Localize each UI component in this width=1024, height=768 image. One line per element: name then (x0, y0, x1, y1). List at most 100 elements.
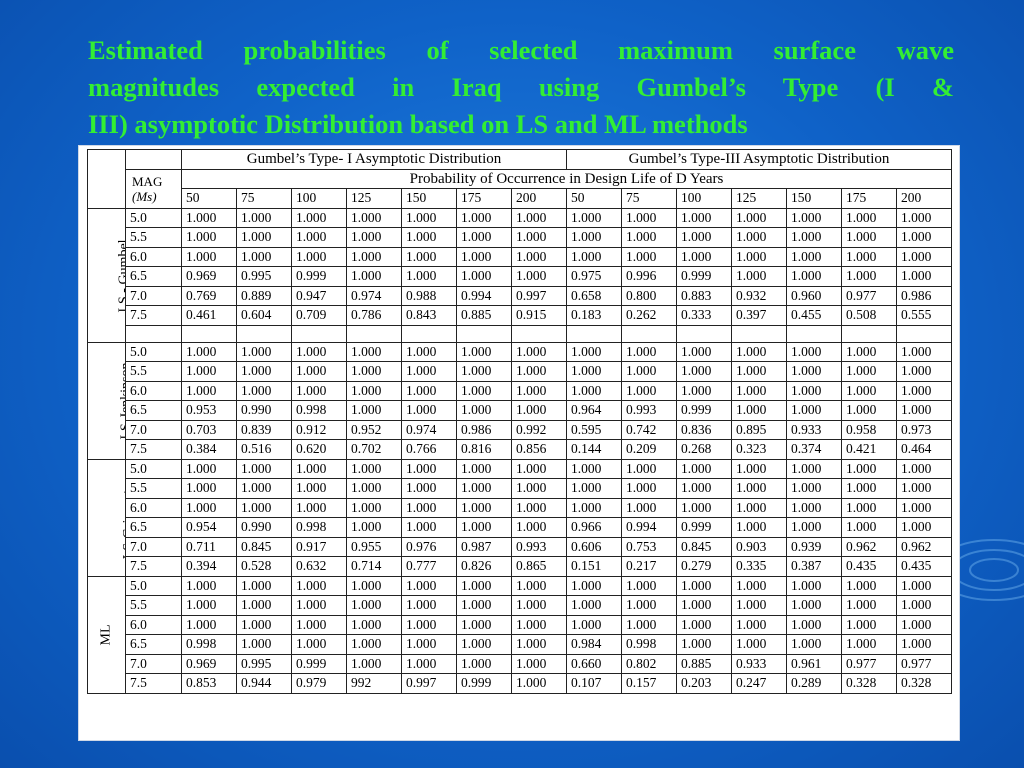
table-row: 6.0 1.000 1.000 1.000 1.000 1.000 1.000 1.000 1.… (88, 380, 953, 401)
probability-cell: 1.000 (676, 341, 732, 362)
probability-cell: 1.000 (841, 341, 897, 362)
probability-cell: 0.714 (346, 556, 402, 577)
probability-cell: 0.975 (566, 266, 622, 287)
probability-cell: 1.000 (181, 575, 237, 596)
probability-cell: 1.000 (621, 227, 677, 248)
probability-cell: 0.974 (401, 419, 457, 440)
probability-cell: 1.000 (401, 207, 457, 228)
probability-cell: 1.000 (731, 517, 787, 538)
probability-cell: 0.990 (236, 517, 292, 538)
probability-cell: 1.000 (731, 361, 787, 382)
probability-cell: 1.000 (566, 361, 622, 382)
probability-cell: 1.000 (895, 266, 953, 287)
year-header-cell: 175 (841, 188, 897, 209)
probability-cell: 1.000 (346, 458, 402, 479)
probability-cell: 1.000 (566, 595, 622, 616)
table-row: LS - Gumbel5.01.0001.0001.0001.0001.0001… (87, 207, 953, 343)
probability-cell: 1.000 (841, 246, 897, 267)
probability-cell: 0.999 (456, 673, 512, 694)
probability-cell: 1.000 (895, 246, 953, 267)
probability-cell: 1.000 (346, 341, 402, 362)
probability-cell: 1.000 (676, 227, 732, 248)
probability-cell: 0.711 (181, 536, 237, 557)
probability-cell: 0.397 (731, 305, 787, 326)
probability-cell: 1.000 (621, 341, 677, 362)
probability-cell: 0.151 (566, 556, 622, 577)
slide-title: Estimated probabilities of selected maxi… (88, 32, 954, 143)
probability-cell: 0.268 (676, 439, 732, 460)
probability-cell: 0.333 (676, 305, 732, 326)
magnitude-cell: 7.0 (125, 285, 182, 306)
title-line-1: Estimated probabilities of selected maxi… (88, 35, 954, 65)
table-row: 5.5 1.000 1.000 1.000 1.000 1.000 1.000 1.000 1.… (88, 478, 953, 499)
probability-cell: 0.709 (291, 305, 347, 326)
probability-cell: 0.839 (236, 419, 292, 440)
probability-cell: 1.000 (346, 478, 402, 499)
probability-cell: 0.658 (566, 285, 622, 306)
empty-cell (236, 324, 292, 343)
probability-cell: 1.000 (676, 478, 732, 499)
probability-cell: 1.000 (731, 266, 787, 287)
probability-cell: 1.000 (181, 341, 237, 362)
probability-cell: 1.000 (456, 266, 512, 287)
probability-cell: 1.000 (181, 246, 237, 267)
probability-cell: 1.000 (786, 497, 842, 518)
table-panel: Gumbel’s Type- I Asymptotic Distribution… (78, 145, 960, 741)
probability-cell: 1.000 (456, 614, 512, 635)
probability-cell: 0.800 (621, 285, 677, 306)
probability-cell: 1.000 (731, 227, 787, 248)
probability-cell: 1.000 (566, 341, 622, 362)
table-row: 6.5 0.998 1.000 1.000 1.000 1.000 1.000 1.000 0.… (88, 634, 953, 655)
probability-cell: 0.107 (566, 673, 622, 694)
probability-cell: 1.000 (786, 400, 842, 421)
magnitude-cell: 7.5 (125, 305, 182, 326)
probability-cell: 1.000 (511, 361, 567, 382)
probability-cell: 1.000 (731, 614, 787, 635)
probability-cell: 0.977 (841, 285, 897, 306)
probability-cell: 1.000 (621, 458, 677, 479)
probability-cell: 1.000 (236, 246, 292, 267)
ms-label: (Ms) (132, 188, 157, 204)
probability-cell: 1.000 (676, 458, 732, 479)
probability-cell: 0.384 (181, 439, 237, 460)
probability-cell: 1.000 (511, 246, 567, 267)
magnitude-cell: 7.0 (125, 419, 182, 440)
probability-cell: 1.000 (236, 595, 292, 616)
year-header-cell: 50 (181, 188, 237, 209)
probability-cell: 1.000 (291, 227, 347, 248)
probability-cell: 0.998 (181, 634, 237, 655)
probability-cell: 0.703 (181, 419, 237, 440)
magnitude-cell: 7.5 (125, 439, 182, 460)
probability-cell: 1.000 (181, 380, 237, 401)
probability-cell: 0.217 (621, 556, 677, 577)
probability-cell: 1.000 (895, 595, 953, 616)
probability-cell: 1.000 (566, 458, 622, 479)
probability-cell: 0.604 (236, 305, 292, 326)
probability-cell: 1.000 (511, 227, 567, 248)
empty-cell (841, 324, 897, 343)
probability-cell: 0.435 (841, 556, 897, 577)
probability-cell: 1.000 (566, 207, 622, 228)
probability-cell: 0.836 (676, 419, 732, 440)
probability-cell: 0.955 (346, 536, 402, 557)
probability-cell: 1.000 (621, 246, 677, 267)
probability-cell: 1.000 (841, 400, 897, 421)
probability-cell: 1.000 (566, 497, 622, 518)
year-header-cell: 75 (236, 188, 292, 209)
magnitude-cell: 5.0 (125, 458, 182, 479)
probability-cell: 0.394 (181, 556, 237, 577)
title-line-3: III) asymptotic Distribution based on LS… (88, 109, 748, 139)
probability-cell: 0.977 (895, 653, 953, 674)
probability-cell: 0.932 (731, 285, 787, 306)
probability-cell: 1.000 (511, 575, 567, 596)
probability-cell: 1.000 (291, 380, 347, 401)
probability-cell: 0.766 (401, 439, 457, 460)
probability-cell: 1.000 (511, 497, 567, 518)
probability-table: Gumbel’s Type- I Asymptotic Distribution… (87, 149, 953, 694)
probability-cell: 1.000 (401, 517, 457, 538)
probability-cell: 1.000 (456, 595, 512, 616)
probability-cell: 0.508 (841, 305, 897, 326)
probability-cell: 1.000 (401, 458, 457, 479)
probability-cell: 1.000 (731, 341, 787, 362)
magnitude-cell: 7.0 (125, 536, 182, 557)
